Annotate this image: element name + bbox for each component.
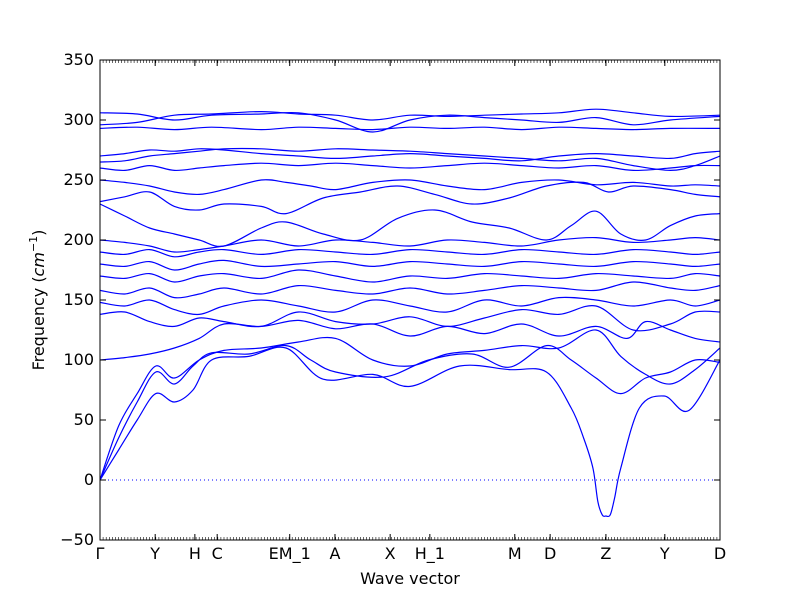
x-tick-label: H bbox=[189, 544, 201, 563]
branch-13 bbox=[100, 181, 720, 215]
y-tick-label: 50 bbox=[74, 410, 94, 429]
y-axis-label-text: Frequency bbox=[29, 288, 48, 371]
branch-12 bbox=[100, 203, 720, 247]
y-tick-label: 350 bbox=[63, 50, 94, 69]
branch-17 bbox=[100, 148, 720, 162]
branch-19 bbox=[100, 111, 720, 133]
y-tick-label: 250 bbox=[63, 170, 94, 189]
branch-11 bbox=[100, 236, 720, 253]
branch-18 bbox=[100, 126, 720, 131]
branch-14 bbox=[100, 179, 720, 196]
x-tick-label: C bbox=[212, 544, 223, 563]
branch-5 bbox=[100, 304, 720, 332]
y-axis-unit-exponent: −1 bbox=[27, 236, 40, 252]
branch-2 bbox=[100, 344, 720, 481]
y-tick-label: 0 bbox=[84, 470, 94, 489]
branch-3 bbox=[100, 329, 720, 481]
y-axis-unit: cm bbox=[29, 252, 48, 276]
x-axis-label: Wave vector bbox=[360, 569, 460, 588]
plot-background bbox=[100, 60, 720, 540]
branch-1 bbox=[100, 346, 720, 518]
branch-6 bbox=[100, 296, 720, 316]
x-tick-label: D bbox=[544, 544, 556, 563]
x-tick-label: EM_1 bbox=[269, 544, 311, 564]
x-tick-label: Γ bbox=[96, 544, 105, 563]
x-tick-label: H_1 bbox=[415, 544, 445, 564]
y-tick-label: 100 bbox=[63, 350, 94, 369]
plot-frame bbox=[99, 59, 721, 541]
y-tick-label: 300 bbox=[63, 110, 94, 129]
dispersion-branches bbox=[100, 108, 720, 518]
branch-15 bbox=[100, 162, 720, 172]
branch-10 bbox=[100, 248, 720, 258]
y-ticks: −50 0 50 100 150 200 250 300 350 bbox=[60, 50, 720, 549]
branch-20 bbox=[100, 108, 720, 126]
x-tick-label: Y bbox=[149, 544, 160, 563]
y-axis-unit-close: ) bbox=[29, 230, 48, 236]
branch-7 bbox=[100, 281, 720, 299]
y-axis-label: Frequency (cm−1) bbox=[27, 230, 48, 371]
branch-8 bbox=[100, 269, 720, 283]
x-tick-label: A bbox=[330, 544, 341, 563]
y-tick-label: −50 bbox=[60, 530, 94, 549]
x-tick-label: D bbox=[714, 544, 726, 563]
x-tick-label: M bbox=[508, 544, 522, 563]
y-tick-label: 200 bbox=[63, 230, 94, 249]
branch-9 bbox=[100, 259, 720, 271]
x-ticks: Γ Y H C EM_1 A X H_1 M D Z Y D bbox=[96, 60, 726, 564]
y-tick-label: 150 bbox=[63, 290, 94, 309]
branch-16 bbox=[100, 147, 720, 172]
x-tick-label: Y bbox=[659, 544, 670, 563]
y-axis-unit-open: ( bbox=[29, 276, 48, 287]
x-tick-label: X bbox=[385, 544, 396, 563]
x-tick-label: Z bbox=[600, 544, 611, 563]
branch-4 bbox=[100, 319, 720, 361]
